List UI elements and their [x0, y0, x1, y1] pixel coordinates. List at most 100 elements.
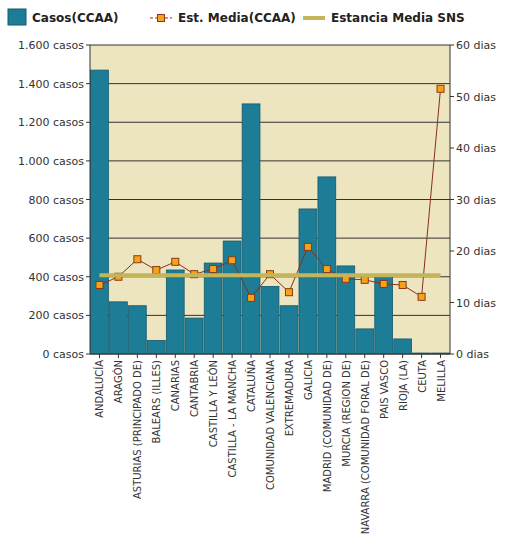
y2-tick [450, 302, 454, 303]
x-tick [364, 354, 365, 358]
x-tick-label: CEUTA [417, 360, 428, 393]
x-tick [137, 354, 138, 358]
plot-area [90, 45, 450, 354]
grid-line [90, 238, 450, 239]
y2-tick-label: 30 dias [456, 194, 496, 207]
x-tick-label: COMUNIDAD VALENCIANA [265, 360, 276, 490]
marker [437, 85, 444, 92]
x-tick-label: ASTURIAS (PRINCIPADO DE) [132, 360, 143, 499]
y-tick [86, 276, 90, 277]
y-tick-label: 200 casos [29, 309, 85, 322]
y-tick [86, 45, 90, 46]
x-tick [251, 354, 252, 358]
legend-marker [158, 15, 165, 22]
y2-axis [450, 45, 451, 354]
x-tick-label: MELILLA [436, 360, 447, 402]
x-tick [175, 354, 176, 358]
x-tick [402, 354, 403, 358]
bar [223, 241, 241, 354]
x-tick [156, 354, 157, 358]
bar [375, 277, 393, 354]
reference-line [99, 273, 440, 277]
marker [285, 289, 292, 296]
x-tick-label: PAIS VASCO [379, 360, 390, 419]
bar [394, 339, 412, 354]
x-tick [345, 354, 346, 358]
y-tick [86, 199, 90, 200]
y2-tick [450, 96, 454, 97]
marker [210, 266, 217, 273]
x-tick [118, 354, 119, 358]
x-tick-label: CASTILLA - LA MANCHA [227, 360, 238, 478]
legend-label: Estancia Media SNS [331, 11, 465, 25]
y-tick-label: 400 casos [29, 271, 85, 284]
y-tick [86, 315, 90, 316]
x-tick-label: GALICIA [303, 360, 314, 400]
bar [242, 104, 260, 354]
x-tick-label: CANTABRIA [189, 360, 200, 417]
x-tick [270, 354, 271, 358]
x-tick-label: EXTREMADURA [284, 360, 295, 436]
bar [91, 70, 109, 354]
marker [96, 281, 103, 288]
y-tick-label: 600 casos [29, 232, 85, 245]
y2-tick [450, 45, 454, 46]
marker [361, 276, 368, 283]
bar [110, 302, 128, 354]
y2-tick-label: 20 dias [456, 245, 496, 258]
y-tick-label: 1.000 casos [18, 155, 84, 168]
bar [318, 177, 336, 354]
bar [185, 318, 203, 354]
bar [261, 286, 279, 354]
x-tick-label: ANDALUCÍA [93, 360, 105, 418]
y2-tick-label: 50 dias [456, 91, 496, 104]
bar [356, 329, 374, 354]
grid-line [90, 83, 450, 84]
marker [248, 294, 255, 301]
legend-swatch [8, 9, 26, 25]
y-tick-label: 1.400 casos [18, 78, 84, 91]
bar [166, 270, 184, 354]
bar [280, 306, 298, 354]
x-tick-label: NAVARRA (COMUNIDAD FORAL DE) [360, 360, 371, 534]
grid-line [90, 45, 450, 46]
marker [323, 266, 330, 273]
bar [128, 306, 146, 354]
y2-tick-label: 10 dias [456, 297, 496, 310]
x-tick [326, 354, 327, 358]
x-tick-label: CATALUÑA [245, 360, 257, 412]
x-tick-label: RIOJA (LA) [398, 360, 409, 411]
y-tick [86, 238, 90, 239]
grid-line [90, 160, 450, 161]
marker [134, 256, 141, 263]
y-tick-label: 0 casos [43, 348, 85, 361]
legend: Casos(CCAA)Est. Media(CCAA)Estancia Medi… [8, 9, 465, 25]
marker [418, 293, 425, 300]
x-tick [194, 354, 195, 358]
y2-tick [450, 148, 454, 149]
y-tick [86, 160, 90, 161]
legend-label: Est. Media(CCAA) [178, 11, 296, 25]
y2-tick-label: 40 dias [456, 142, 496, 155]
y-tick [86, 354, 90, 355]
x-tick [421, 354, 422, 358]
marker [380, 280, 387, 287]
y2-tick [450, 199, 454, 200]
x-tick [288, 354, 289, 358]
y2-tick-label: 60 dias [456, 39, 496, 52]
data-group [91, 70, 450, 354]
marker [304, 243, 311, 250]
grid-line [90, 122, 450, 123]
x-tick-label: BALEARS (ILLES) [151, 360, 162, 444]
y2-tick [450, 354, 454, 355]
x-tick-label: MURCIA (REGION DE) [341, 360, 352, 467]
y-tick [86, 83, 90, 84]
x-tick-label: CANARIAS [170, 360, 181, 411]
bar [147, 340, 165, 354]
y-tick-label: 800 casos [29, 194, 85, 207]
marker [153, 267, 160, 274]
x-tick [232, 354, 233, 358]
y-tick-label: 1.200 casos [18, 116, 84, 129]
chart: 0 casos 200 casos 400 casos 600 casos 800 ca… [0, 0, 511, 551]
bar [299, 209, 317, 354]
